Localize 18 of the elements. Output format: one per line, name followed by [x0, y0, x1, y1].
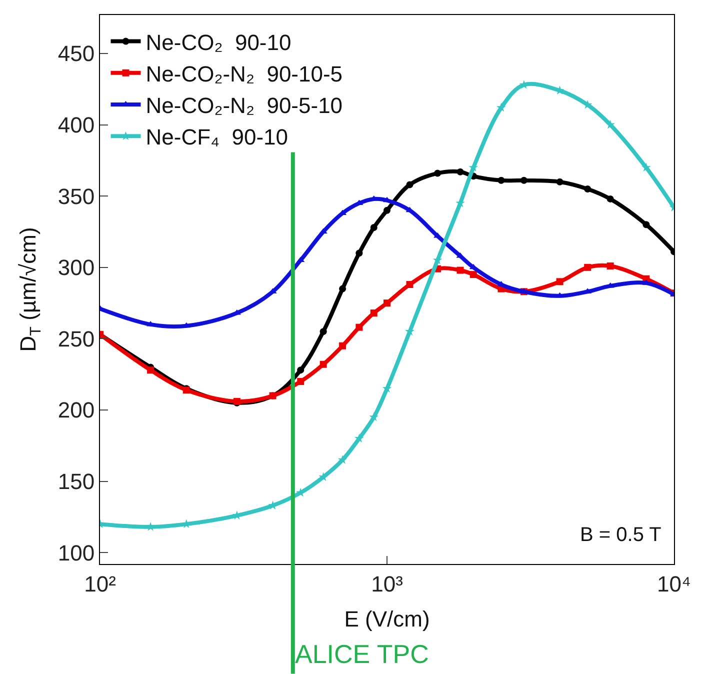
legend-label: Ne-CO₂ 90-10: [146, 30, 292, 55]
legend-label: Ne-CF₄ 90-10: [146, 124, 288, 150]
x-axis-title: E (V/cm): [344, 606, 430, 632]
y-tick-label: 350: [58, 184, 95, 209]
legend-label: Ne-CO₂-N₂ 90-5-10: [146, 93, 343, 118]
y-tick-label: 200: [58, 398, 95, 423]
y-tick-label: 400: [58, 112, 95, 138]
y-tick-label: 100: [58, 540, 95, 566]
ref-line-label: ALICE TPC: [295, 639, 429, 669]
annotation: B = 0.5 T: [580, 524, 662, 546]
y-tick-label: 300: [58, 255, 95, 280]
y-tick-label: 150: [58, 468, 95, 494]
x-tick-label: 10⁴: [657, 571, 691, 596]
y-tick-label: 250: [58, 326, 95, 352]
legend-label: Ne-CO₂-N₂ 90-10-5: [146, 61, 343, 86]
x-tick-label: 10³: [371, 571, 403, 596]
x-tick-label: 10²: [84, 571, 116, 596]
y-tick-label: 450: [58, 41, 95, 66]
